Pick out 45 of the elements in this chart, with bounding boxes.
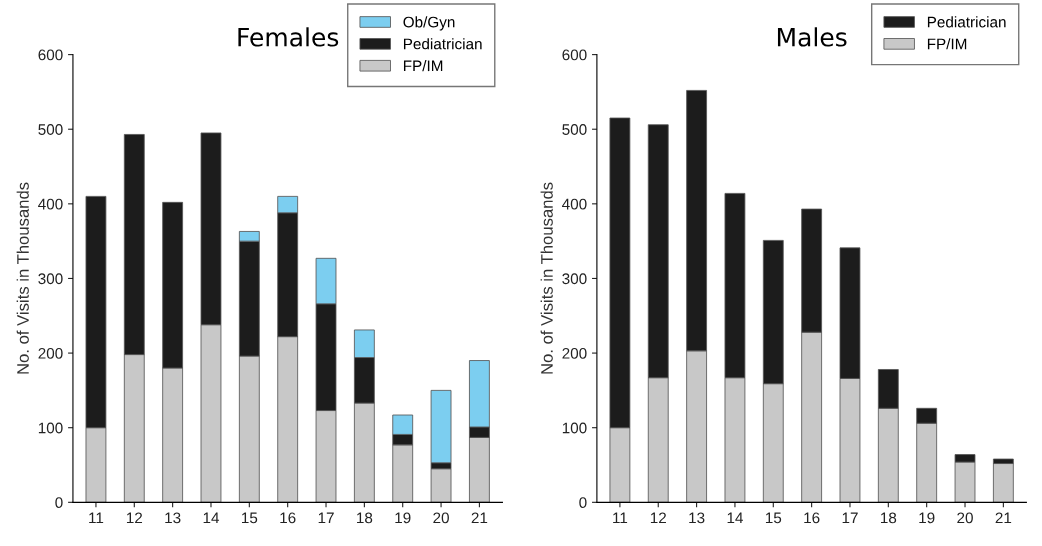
legend-label: Ob/Gyn: [403, 16, 455, 31]
x-tick-label: 14: [727, 512, 743, 524]
y-tick-label: 500: [562, 124, 587, 135]
x-tick-label: 13: [165, 512, 181, 524]
y-tick-label: 100: [562, 422, 587, 434]
legend-label: Pediatrician: [403, 38, 482, 50]
x-tick-label: 21: [995, 512, 1012, 524]
y-tick-label: 600: [38, 49, 63, 61]
x-tick-label: 21: [471, 512, 488, 524]
chart-title: Males: [777, 27, 847, 47]
y-tick-label: 300: [562, 273, 587, 285]
x-tick-label: 17: [842, 512, 858, 524]
y-tick-label: 400: [38, 198, 63, 210]
x-tick-label: 20: [433, 512, 449, 524]
x-tick-label: 19: [919, 512, 935, 524]
x-tick-label: 16: [280, 512, 296, 524]
legend-label: FP/IM: [927, 38, 967, 50]
y-tick-label: 0: [55, 497, 63, 509]
y-tick-label: 500: [38, 124, 63, 135]
legend-label: Pediatrician: [927, 16, 1006, 28]
x-tick-label: 15: [242, 512, 258, 524]
x-tick-label: 14: [203, 512, 220, 524]
y-axis-title: No. of Visits in Thousands: [540, 182, 553, 374]
x-tick-label: 12: [650, 512, 666, 524]
y-tick-label: 0: [579, 497, 587, 509]
x-tick-label: 11: [613, 512, 628, 524]
x-tick-label: 11: [89, 512, 104, 524]
x-tick-label: 15: [765, 512, 782, 524]
y-tick-label: 600: [562, 49, 587, 61]
y-tick-label: 300: [38, 273, 63, 285]
y-tick-label: 200: [562, 347, 587, 359]
y-tick-label: 400: [562, 198, 587, 210]
x-tick-label: 17: [318, 512, 334, 524]
x-tick-label: 19: [395, 512, 411, 524]
x-tick-label: 16: [804, 512, 820, 524]
y-axis-title: No. of Visits in Thousands: [16, 182, 29, 374]
x-tick-label: 18: [880, 512, 897, 524]
x-tick-label: 20: [957, 512, 973, 524]
y-tick-label: 100: [38, 422, 63, 434]
chart-title: Females: [238, 27, 339, 47]
x-tick-label: 18: [357, 512, 373, 524]
x-tick-label: 13: [689, 512, 705, 524]
x-tick-label: 12: [126, 512, 143, 524]
legend-label: FP/IM: [403, 60, 443, 72]
y-tick-label: 200: [38, 347, 63, 359]
